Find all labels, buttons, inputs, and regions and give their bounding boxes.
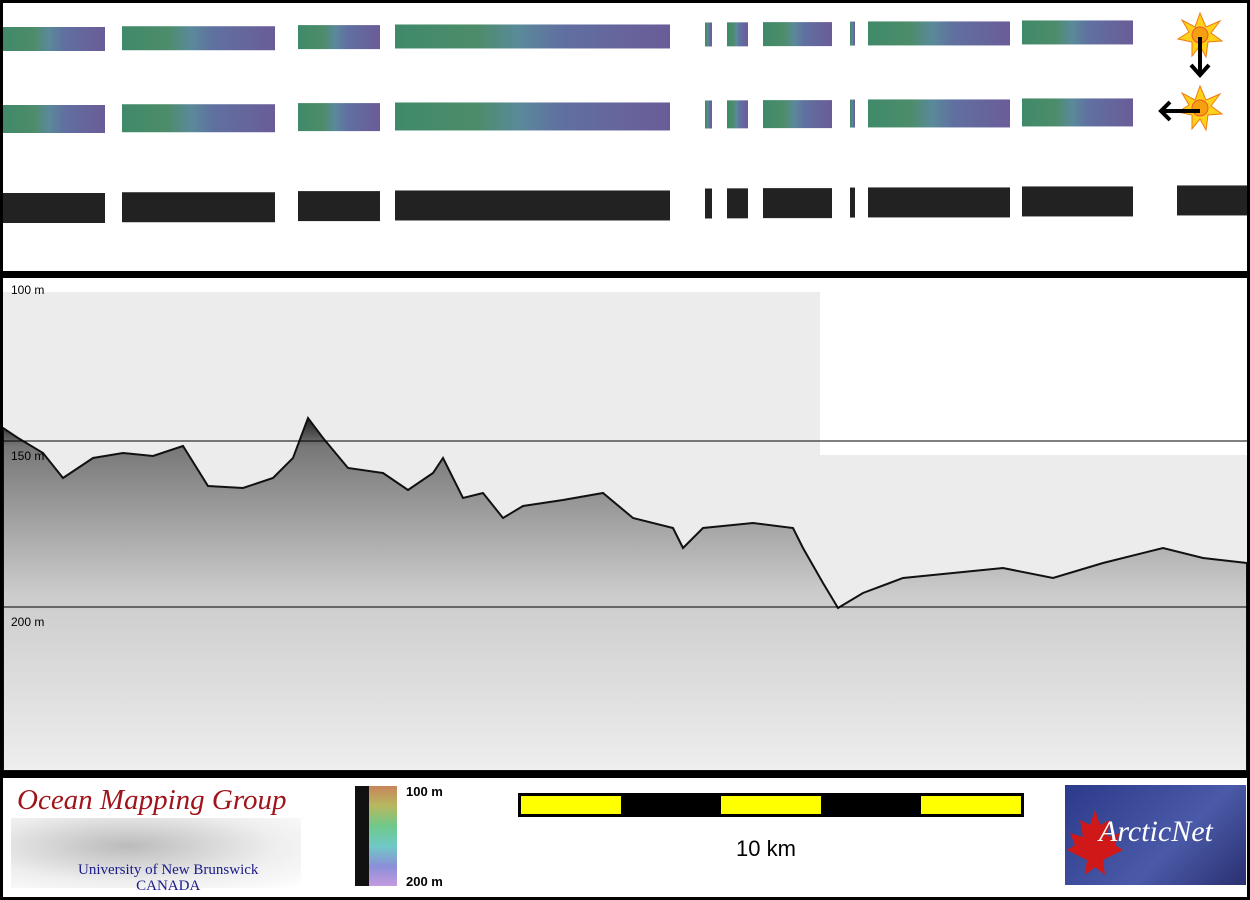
- arrow-down-icon: [1189, 37, 1211, 78]
- swath-segment: [298, 191, 380, 222]
- swath-segment: [868, 21, 1010, 46]
- swath-segment: [122, 192, 275, 223]
- sun-burst-icon: [1176, 84, 1224, 132]
- swath-segment: [298, 103, 380, 132]
- arrow-left-icon: [1158, 100, 1200, 122]
- swath-segment: [1022, 186, 1133, 217]
- depth-label-150: 150 m: [11, 449, 45, 463]
- colorbar-bottom-label: 200 m: [406, 874, 443, 889]
- swath-segment: [705, 100, 712, 129]
- swath-segment: [3, 193, 105, 223]
- swath-segment: [3, 105, 105, 133]
- swath-segment: [868, 187, 1010, 218]
- maple-leaf-icon: [1067, 810, 1123, 875]
- swath-segment: [850, 99, 855, 128]
- swath-segment: [868, 99, 1010, 128]
- colorbar-top-label: 100 m: [406, 784, 443, 799]
- depth-label-200: 200 m: [11, 615, 45, 629]
- arcticnet-logo: ArcticNet: [1065, 785, 1246, 885]
- seafloor-profile: [3, 292, 1247, 771]
- swath-segment: [1022, 98, 1133, 127]
- swath-segment: [298, 25, 380, 50]
- swath-segment: [727, 100, 748, 129]
- legend-panel: Ocean Mapping Group University of New Br…: [3, 778, 1247, 897]
- swath-segment: [763, 100, 832, 129]
- swath-segment: [727, 188, 748, 219]
- subbottom-profile-panel: 100 m 150 m 200 m: [3, 278, 1247, 771]
- swath-segment: [395, 102, 670, 131]
- swath-segment: [705, 188, 712, 219]
- swath-panel: [3, 3, 1247, 271]
- depth-label-100: 100 m: [11, 283, 45, 297]
- swath-segment: [850, 187, 855, 218]
- swath-segment: [850, 21, 855, 46]
- swath-segment: [727, 22, 748, 47]
- scale-bar: [518, 793, 1024, 817]
- swath-segment: [1022, 20, 1133, 45]
- swath-strips: [3, 11, 1247, 223]
- seafloor-trace: [3, 415, 1247, 771]
- swath-segment: [763, 22, 832, 47]
- swath-segment: [395, 24, 670, 49]
- scale-bar-label: 10 km: [736, 836, 796, 861]
- swath-segment: [3, 27, 105, 51]
- swath-segment: [395, 190, 670, 221]
- swath-segment: [122, 104, 275, 133]
- swath-segment: [1177, 185, 1247, 216]
- swath-segment: [122, 26, 275, 51]
- swath-segment: [763, 188, 832, 219]
- swath-segment: [705, 22, 712, 47]
